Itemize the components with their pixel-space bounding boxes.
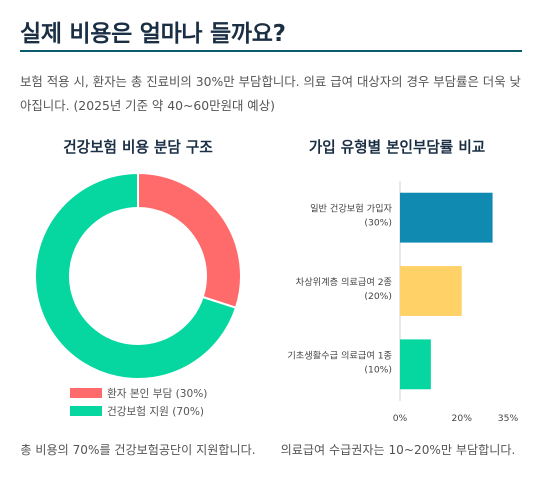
bar-3 <box>400 339 431 390</box>
legend-swatch-1 <box>70 388 102 398</box>
legend-swatch-2 <box>70 406 102 416</box>
bar-chart-caption: 의료급여 수급권자는 10~20%만 부담합니다. <box>280 443 516 457</box>
x-tick-label-2: 20% <box>452 413 473 424</box>
legend-label-1: 환자 본인 부담 (30%) <box>107 388 207 400</box>
donut-chart-title: 건강보험 비용 분담 구조 <box>63 139 213 156</box>
bar-1 <box>400 192 493 243</box>
donut-slice-1 <box>137 171 242 310</box>
x-tick-label-1: 0% <box>393 413 408 424</box>
category-label-3-line-2: (10%) <box>364 364 392 375</box>
legend-label-2: 건강보험 지원 (70%) <box>107 406 204 418</box>
page-title: 실제 비용은 얼마나 들까요? <box>20 21 286 47</box>
category-label-1-line-2: (30%) <box>364 218 392 229</box>
category-label-2-line-1: 차상위계층 의료급여 2종 <box>296 276 392 288</box>
donut-chart-caption: 총 비용의 70%를 건강보험공단이 지원합니다. <box>20 443 256 457</box>
bar-2 <box>400 266 462 316</box>
x-tick-label-3: 35% <box>498 413 519 424</box>
intro-text: 보험 적용 시, 환자는 총 진료비의 30%만 부담합니다. 의료 급여 대상… <box>20 74 521 113</box>
category-label-2-line-2: (20%) <box>364 291 392 302</box>
category-label-1-line-1: 일반 건강보험 가입자 <box>310 203 392 215</box>
bar-chart-title: 가입 유형별 본인부담률 비교 <box>308 139 486 156</box>
title-divider <box>20 50 522 52</box>
donut-slice-2 <box>34 171 238 380</box>
category-label-3-line-1: 기초생활수급 의료급여 1종 <box>287 349 392 361</box>
